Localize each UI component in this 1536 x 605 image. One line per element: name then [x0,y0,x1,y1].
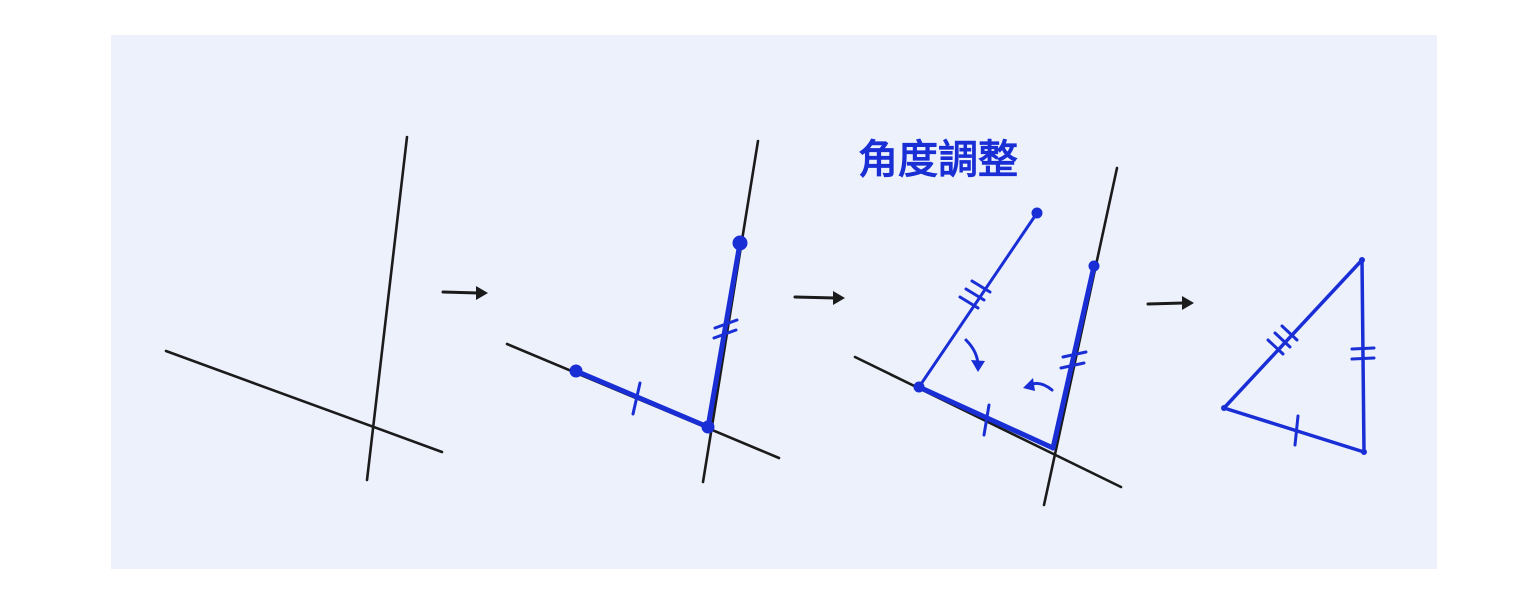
step-3-tick-triple-2 [964,287,986,302]
step-2-vertex [701,420,715,434]
step-3-rotating-segment [917,211,1039,389]
step-4-triangle [1222,258,1376,454]
arrow-right-icon [441,286,488,300]
step-3-endpoint-left [913,381,925,393]
step-4-vertices [1221,257,1367,455]
step-3-tick-triple-1 [958,295,980,310]
step-3-endpoint-right [1088,260,1100,272]
step-4-tick-triple-3 [1280,324,1299,342]
arrow-right-icon [1146,296,1194,310]
diagram-panel [111,35,1437,569]
step-1-crossing-lines [164,135,444,482]
step-3-vertical-segment [1050,263,1097,451]
step-4-tick-double-2 [1350,356,1376,361]
step-2-endpoint-b [732,235,748,251]
step-1-vertical-line [365,135,409,482]
step-4-tick-triple-2 [1273,331,1292,349]
step-2-endpoint-a [569,364,583,378]
result-triangle [1222,258,1366,454]
step-2-segments [569,235,748,434]
step-3-endpoint-top [1031,207,1043,219]
step-4-tick-single [1293,414,1300,447]
step-2-crossing-lines [505,139,781,484]
step-3-tick-single [982,403,991,437]
step-2-tick-single [631,381,642,416]
step-3-tick-triple-3 [970,279,992,294]
step-3-tick-double-2 [1059,361,1086,370]
step-3-crossing-lines [853,166,1123,507]
step-1-slanted-line [164,349,444,454]
step-3-segments [913,207,1100,451]
step-3-slanted-line [853,355,1123,489]
step-2-tick-double-1 [713,318,739,330]
step-4-tick-double-1 [1350,346,1376,351]
angle-adjustment-label: 角度調整 [858,137,1018,183]
step-2-segment-horizontal [573,368,711,430]
step-3-tick-double-1 [1061,350,1088,359]
rotate-counterclockwise-arrowhead [1023,378,1035,391]
step-2-tick-double-2 [712,328,738,340]
rotate-clockwise-arrowhead [971,360,985,372]
arrow-right-icon [793,291,845,305]
step-4-tick-triple-1 [1266,338,1285,356]
